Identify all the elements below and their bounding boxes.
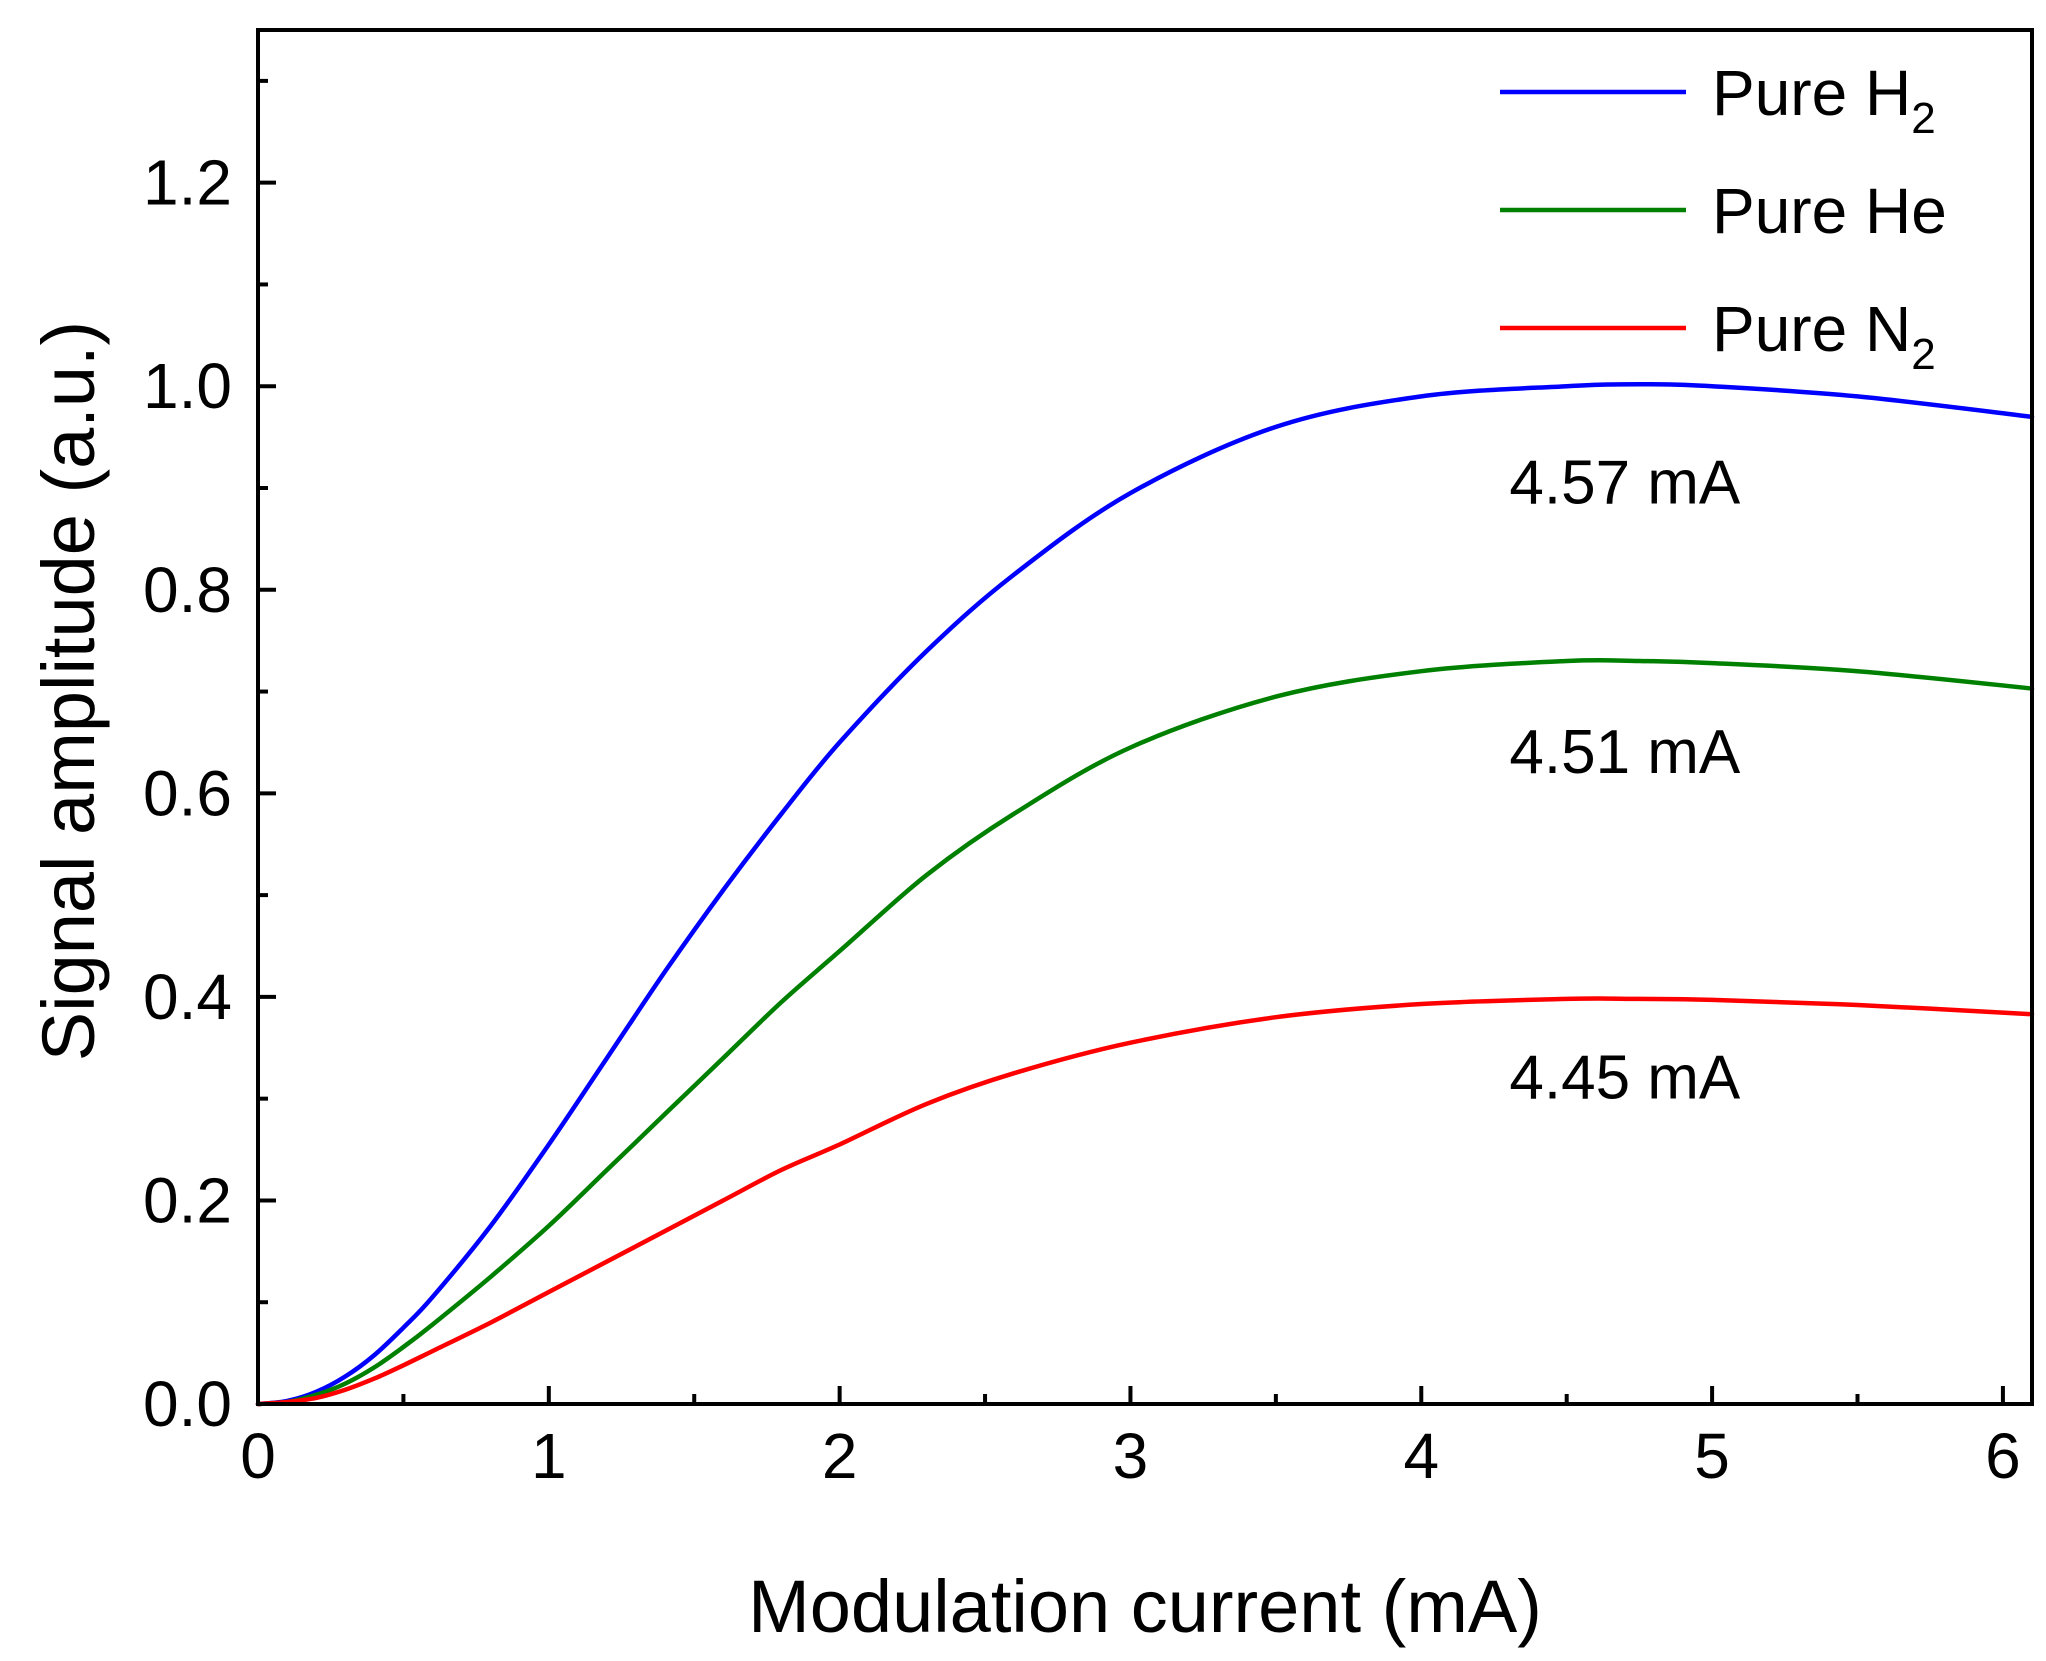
y-tick-label: 1.0 [143,350,232,422]
y-tick-label: 0.0 [143,1368,232,1440]
x-tick-label: 2 [822,1420,858,1492]
legend: Pure H2 Pure He Pure N2 [1500,57,1947,379]
x-tick-label: 6 [1985,1420,2021,1492]
series-line-pure-h2 [255,381,2035,1407]
y-tick-label: 0.2 [143,1164,232,1236]
y-tick-label: 0.8 [143,554,232,626]
y-tick-label: 0.4 [143,961,232,1033]
y-tick-label: 1.2 [143,147,232,219]
plot-frame [256,28,2034,1406]
y-axis-title: Signal amplitude (a.u.) [27,321,110,1061]
legend-label-pure-n2: Pure N2 [1712,293,1936,379]
y-tick-label: 0.6 [143,757,232,829]
peak-annotation: 4.45 mA [1509,1044,1741,1113]
legend-label-pure-he: Pure He [1712,175,1947,247]
x-axis: 0 1 2 3 4 5 6 [240,1386,2021,1492]
series-layer [255,381,2035,1407]
series-line-pure-n2 [255,996,2035,1407]
x-tick-label: 3 [1113,1420,1149,1492]
annotations: 4.57 mA 4.51 mA 4.45 mA [1509,448,1741,1112]
peak-annotation: 4.57 mA [1509,448,1741,517]
x-tick-label: 5 [1694,1420,1730,1492]
x-tick-label: 0 [240,1420,276,1492]
x-tick-label: 1 [531,1420,567,1492]
legend-label-pure-h2: Pure H2 [1712,57,1936,143]
peak-annotation: 4.51 mA [1509,718,1741,787]
x-axis-title: Modulation current (mA) [748,1565,1542,1648]
series-line-pure-he [255,657,2035,1407]
y-axis: 0.0 0.2 0.4 0.6 0.8 1.0 1.2 [143,78,276,1440]
x-tick-label: 4 [1403,1420,1439,1492]
